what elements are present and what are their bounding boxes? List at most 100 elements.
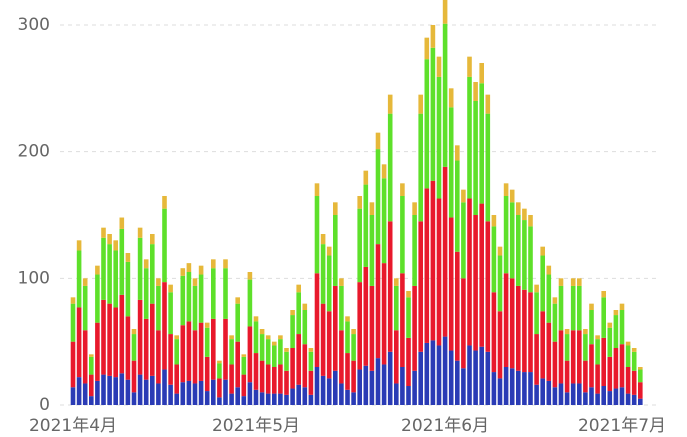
bar-segment [198,265,204,275]
bar-segment [351,392,356,405]
bar-segment [107,244,112,304]
bar-segment [473,100,478,215]
bar-segment [345,353,350,390]
bar-segment [150,375,155,405]
bar-segment [302,303,308,310]
bar-segment [455,160,460,252]
bar-segment [595,339,600,365]
bar-segment [70,297,76,304]
bar-segment [217,363,222,379]
bar-segment [589,309,594,345]
bar-segment [211,318,216,380]
bar-segment [595,335,600,340]
bar-segment [235,297,240,304]
bar-segment [113,307,118,378]
bar-segment [204,391,210,405]
bar-segment [570,285,576,331]
bar-segment [95,380,100,405]
bar-segment [302,309,308,345]
bar-segment [369,285,375,371]
bar-segment [95,274,100,323]
bar-segment [400,195,405,274]
bar-segment [82,285,88,331]
x-tick-label: 2021年5月 [212,416,300,436]
bar-segment [326,311,332,379]
bar-segment [491,214,497,227]
bar-segment [351,328,356,335]
bar-segment [235,303,240,342]
bar-segment [540,378,545,405]
bar-segment [387,351,393,405]
bar-segment [247,382,253,405]
bar-segment [119,228,125,295]
bar-segment [272,341,277,346]
bar-segment [357,369,362,405]
bar-segment [107,375,112,405]
bar-segment [345,321,350,354]
bar-segment [528,372,533,405]
bar-segment [436,345,442,405]
bar-segment [400,366,405,405]
bar-segment [131,360,137,393]
bar-segment [577,285,582,331]
bar-segment [406,385,411,405]
bar-segment [638,382,643,399]
bar-segment [235,387,240,405]
bar-segment [284,347,289,352]
bar-segment [272,345,277,367]
bar-segment [552,303,558,342]
bar-segment [412,214,417,286]
bar-segment [418,113,423,222]
bar-segment [125,379,131,405]
bar-segment [314,366,320,405]
bar-segment [308,351,314,371]
bar-segment [333,202,338,215]
bar-segment [259,334,265,361]
bar-segment [424,37,430,60]
x-tick-label: 2021年7月 [578,416,666,436]
bar-segment [137,299,143,375]
bar-segment [516,202,521,215]
bar-segment [455,251,460,361]
bar-segment [363,266,369,366]
bar-segment [186,271,192,322]
bar-segment [204,322,210,328]
bar-segment [436,76,442,199]
bar-segment [516,285,521,371]
bar-segment [113,240,118,251]
bar-segment [204,356,210,392]
bar-segment [619,309,625,345]
bar-segment [320,244,326,304]
bar-segment [259,328,265,335]
bar-segment [82,278,88,286]
bar-segment [192,383,198,405]
bar-segment [320,375,326,405]
bar-segment [387,113,393,222]
bar-segment [229,335,234,340]
bar-segment [522,289,527,373]
bar-segment [412,370,417,405]
bar-segment [546,380,552,405]
bar-segment [131,392,137,405]
bar-segment [619,344,625,388]
bar-segment [491,372,497,405]
bar-segment [442,166,448,337]
bar-segment [339,330,344,384]
bar-segment [625,366,631,394]
bar-segment [278,393,283,405]
bar-segment [284,351,289,371]
bar-segment [394,330,399,384]
bar-segment [497,246,503,256]
bar-segment [601,337,606,386]
bar-segment [217,360,222,364]
bar-segment [247,326,253,383]
bar-segment [424,59,430,189]
bar-segment [528,292,533,373]
bar-segment [192,285,198,331]
bar-segment [143,268,149,319]
bar-segment [168,334,173,385]
bar-segment [638,398,643,405]
bar-segment [82,330,88,384]
bar-segment [613,315,619,348]
bar-segment [552,387,558,405]
